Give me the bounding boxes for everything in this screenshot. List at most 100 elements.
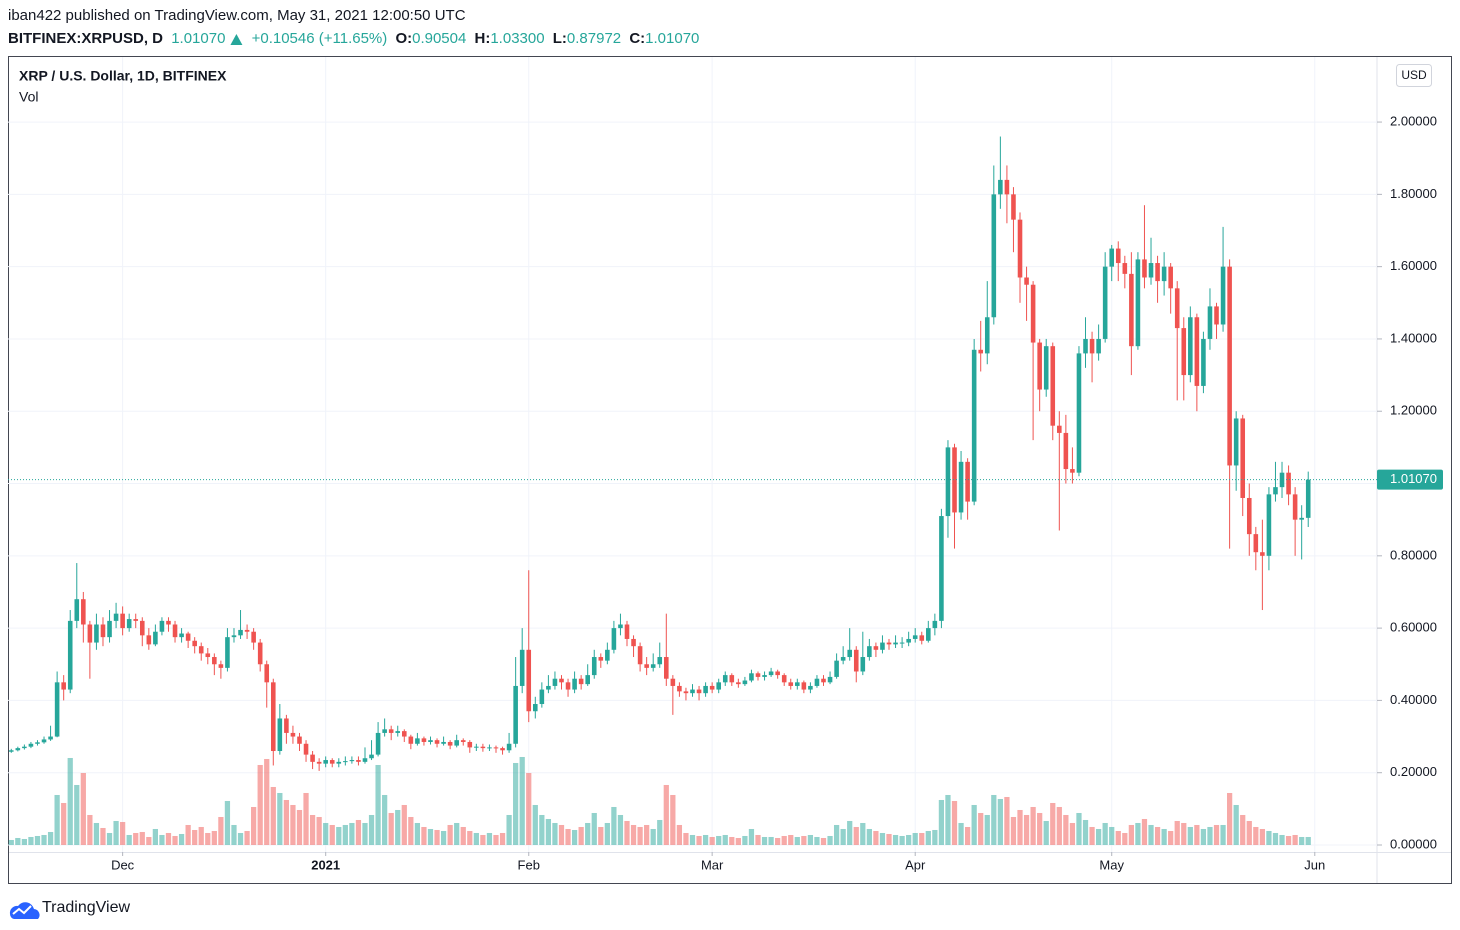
- volume-bar: [1200, 828, 1207, 845]
- candle-body: [48, 736, 53, 740]
- candle-body: [886, 642, 892, 645]
- candle-body: [539, 689, 545, 705]
- volume-bar: [1181, 822, 1187, 845]
- candle-body: [257, 642, 263, 665]
- candle-body: [244, 629, 250, 632]
- candle-body: [847, 649, 852, 658]
- volume-bar: [938, 799, 945, 845]
- ohlc-key: C:: [629, 30, 645, 47]
- tradingview-logo: [9, 902, 40, 919]
- volume-bar: [205, 832, 211, 845]
- candle-body: [1220, 266, 1226, 325]
- volume-bar: [663, 784, 669, 845]
- volume-bar: [775, 837, 781, 845]
- candle-body: [1227, 266, 1232, 466]
- volume-bar: [1122, 832, 1128, 845]
- y-tick-label: 1.20000: [1390, 403, 1437, 418]
- volume-bar: [323, 822, 329, 845]
- candle-body: [94, 624, 99, 643]
- candle-body: [775, 671, 780, 676]
- candle-body: [1292, 494, 1298, 520]
- volume-bar: [303, 792, 309, 845]
- volume-bar: [814, 836, 820, 845]
- volume-bar: [827, 835, 833, 845]
- volume-bar: [964, 826, 971, 845]
- volume-bar: [1017, 809, 1023, 845]
- currency-button[interactable]: [1396, 64, 1432, 87]
- volume-bar: [113, 820, 119, 845]
- volume-bar: [401, 804, 407, 845]
- volume-bar: [146, 836, 152, 845]
- candle-body: [480, 746, 486, 749]
- candle-body: [159, 620, 165, 632]
- last-price-tag: [1377, 469, 1443, 490]
- candle-body: [1305, 479, 1311, 518]
- candle-body: [919, 635, 925, 641]
- candle-body: [519, 649, 525, 686]
- volume-bar: [611, 806, 617, 845]
- volume-bar: [847, 820, 853, 845]
- volume-bar: [906, 834, 912, 845]
- volume-bar: [231, 824, 237, 845]
- volume-bar: [1115, 830, 1121, 845]
- currency[interactable]: USD: [1401, 68, 1427, 82]
- volume-bar: [165, 832, 172, 845]
- volume-bar: [971, 804, 977, 845]
- candle-body: [1194, 317, 1200, 386]
- candle-body: [1142, 259, 1147, 278]
- volume-bar: [1213, 824, 1220, 845]
- candle-body: [22, 746, 27, 749]
- volume-bar: [192, 829, 198, 845]
- volume-bar: [368, 814, 375, 845]
- y-tick-label: 1.40000: [1390, 330, 1437, 345]
- volume-bar: [1285, 835, 1292, 845]
- volume-bar: [296, 809, 303, 845]
- candle-body: [853, 649, 859, 672]
- candle-body: [231, 635, 237, 638]
- candle-body: [513, 685, 518, 744]
- volume-bar: [670, 794, 676, 845]
- volume-bar: [1063, 814, 1069, 845]
- candle-body: [821, 678, 826, 683]
- candle-body: [1207, 306, 1213, 339]
- candle-body: [703, 685, 708, 694]
- x-tick-label: Jun: [1304, 857, 1325, 872]
- volume-bar: [1082, 819, 1089, 845]
- candle-body: [585, 675, 590, 685]
- candle-body: [605, 649, 610, 661]
- volume-bar: [1240, 814, 1246, 845]
- candle-body: [421, 738, 427, 742]
- candle-body: [971, 349, 977, 502]
- volume-bar: [447, 824, 453, 845]
- brand: TradingView: [42, 899, 130, 916]
- volume-bar: [395, 809, 401, 845]
- candle-body: [533, 704, 538, 712]
- candle-body: [487, 747, 492, 749]
- candle-body: [736, 682, 741, 685]
- candle-body: [984, 317, 990, 354]
- candle-body: [1096, 338, 1101, 354]
- volume-bar: [270, 786, 276, 845]
- volume-bar: [873, 830, 879, 845]
- volume-bar: [748, 828, 755, 845]
- candle-body: [225, 637, 230, 668]
- candle-body: [139, 620, 145, 636]
- candle-body: [552, 678, 558, 686]
- candle-body: [860, 657, 866, 672]
- candle-body: [1043, 346, 1049, 390]
- symbol-line: BITFINEX:XRPUSD, D 1.01070 +0.10546 (+11…: [8, 30, 699, 47]
- volume-bar: [539, 814, 545, 845]
- candle-body: [356, 760, 361, 762]
- volume-bar: [80, 772, 86, 845]
- volume-bar: [729, 836, 735, 845]
- volume-bar: [1030, 806, 1036, 845]
- volume-bar: [251, 806, 257, 845]
- candle-body: [107, 620, 112, 638]
- volume-bar: [1043, 820, 1049, 845]
- volume-bar: [499, 832, 506, 845]
- candle-body: [618, 624, 623, 629]
- volume-bar: [997, 798, 1003, 845]
- candle-body: [1030, 284, 1036, 343]
- candle-body: [401, 731, 407, 737]
- volume-bar: [211, 830, 217, 845]
